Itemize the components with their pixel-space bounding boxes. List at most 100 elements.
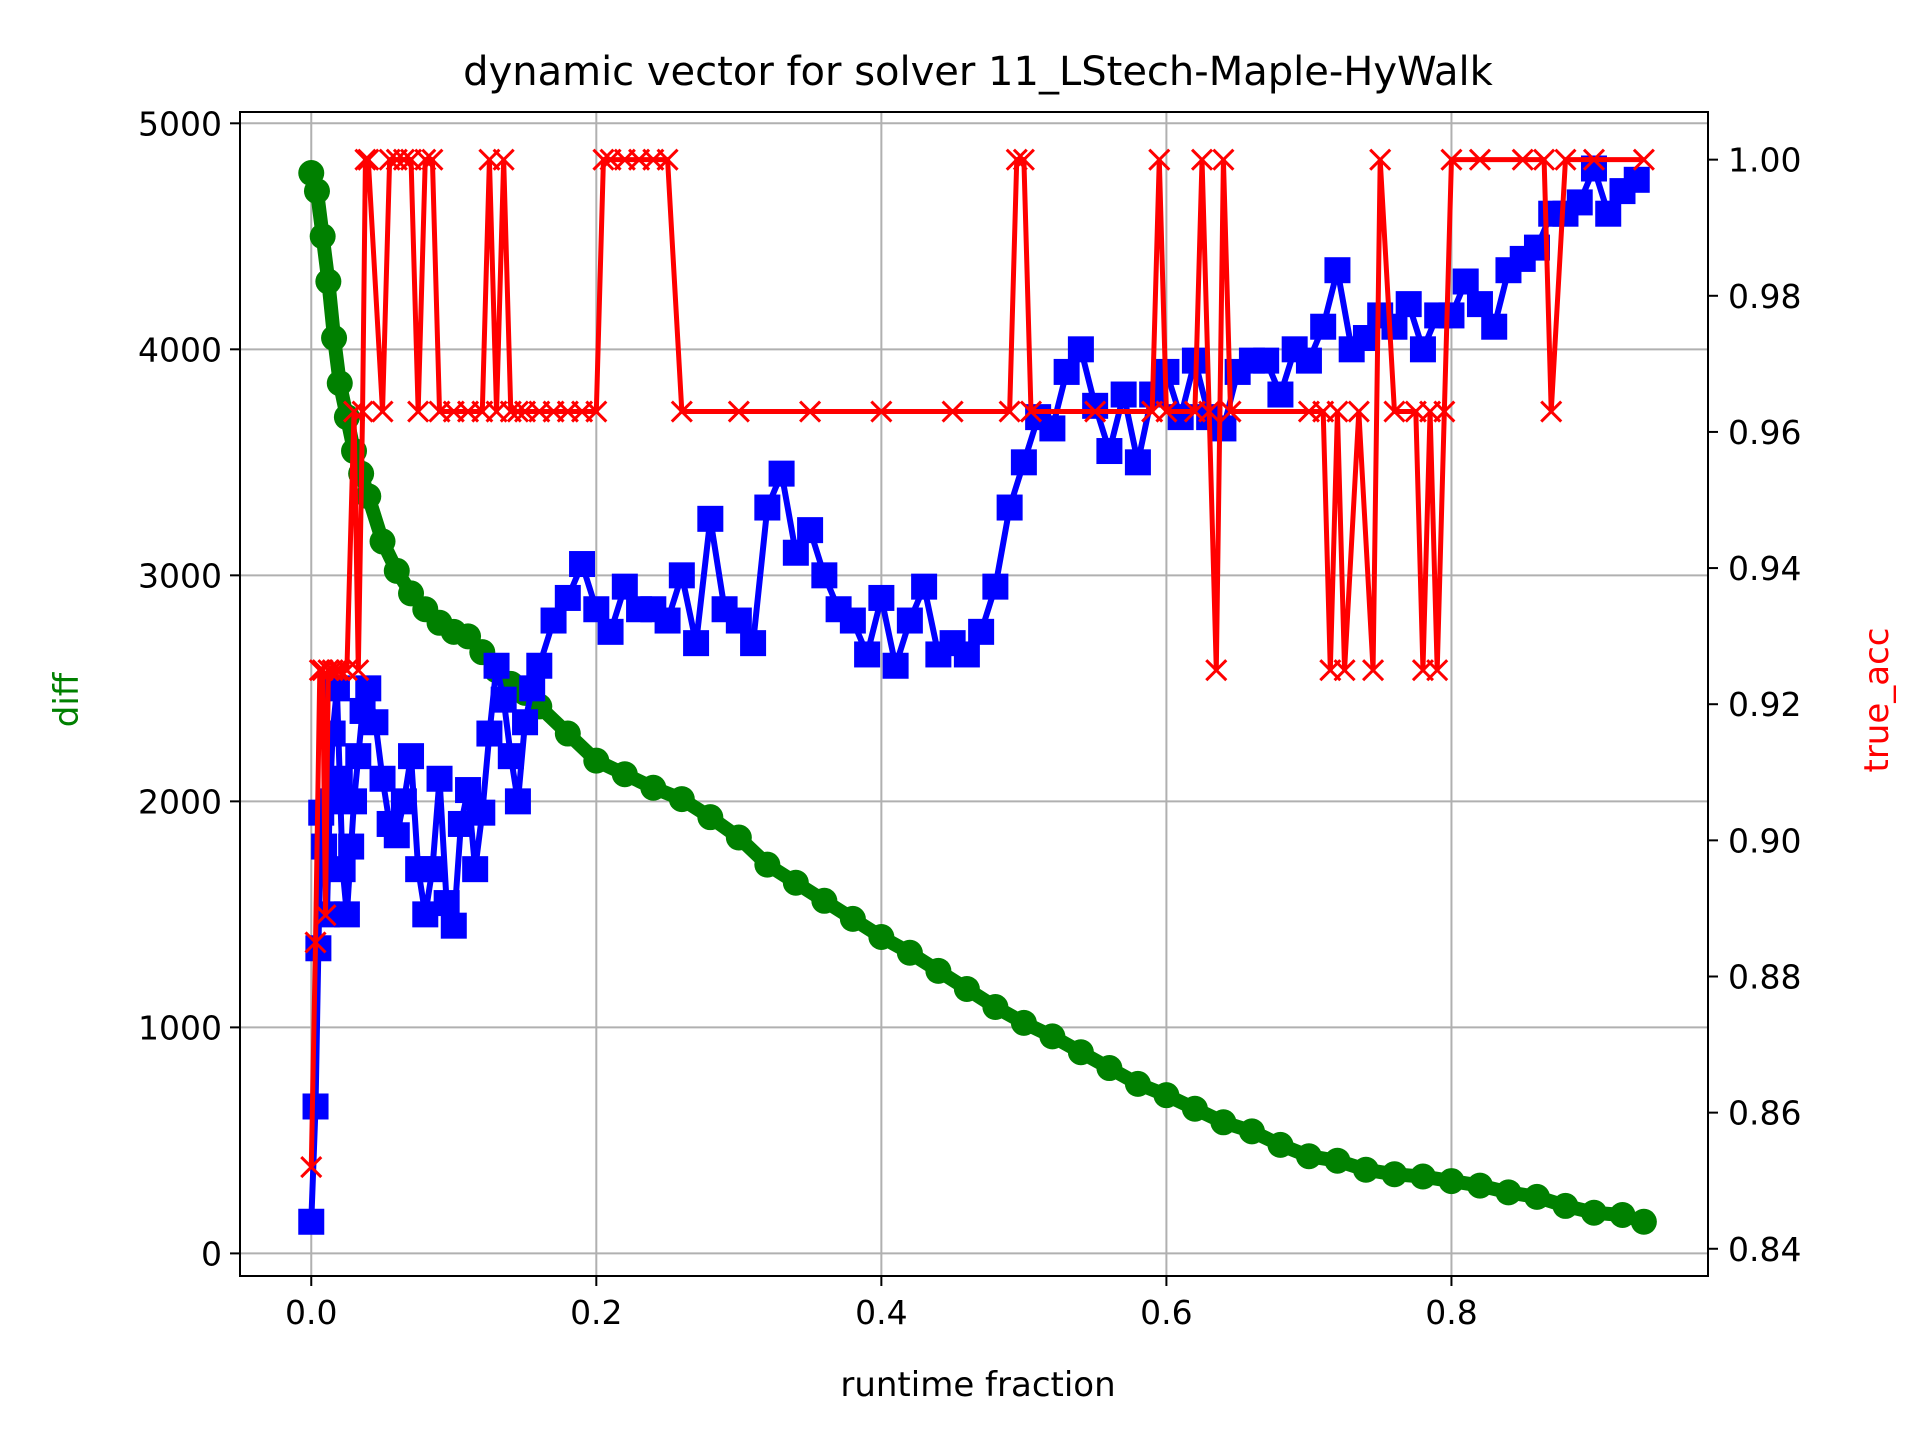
diff-point bbox=[1153, 1082, 1180, 1109]
diff-point bbox=[583, 747, 610, 774]
diff-point bbox=[554, 720, 581, 747]
true-acc-point bbox=[1347, 400, 1370, 423]
x-marker-stroke bbox=[407, 400, 430, 423]
x-marker-stroke bbox=[1212, 148, 1235, 171]
diff-point bbox=[782, 869, 809, 896]
blue-point bbox=[654, 607, 681, 634]
true-acc-point bbox=[342, 400, 366, 423]
true-acc-point bbox=[1012, 148, 1035, 171]
diff-point bbox=[953, 975, 980, 1002]
diff-point bbox=[725, 824, 752, 851]
blue-point bbox=[583, 596, 610, 623]
x-marker-stroke bbox=[351, 400, 374, 423]
diff-point bbox=[1324, 1147, 1351, 1174]
blue-point bbox=[1566, 189, 1593, 216]
blue-point bbox=[882, 652, 909, 679]
y-tick-label: 0 bbox=[201, 1234, 222, 1273]
x-marker-stroke bbox=[1540, 400, 1563, 423]
diff-point bbox=[1352, 1156, 1379, 1183]
diff-point bbox=[1630, 1208, 1657, 1235]
true-acc-point bbox=[1383, 400, 1406, 423]
grid-layer bbox=[240, 112, 1708, 1276]
true-acc-point bbox=[421, 148, 444, 171]
x-tick-label: 0.2 bbox=[570, 1293, 622, 1332]
true-acc-point bbox=[414, 148, 437, 171]
blue-point bbox=[383, 822, 410, 849]
blue-point bbox=[1595, 200, 1622, 227]
blue-point bbox=[554, 584, 581, 611]
true-acc-point bbox=[941, 400, 964, 423]
x-axis-title: runtime fraction bbox=[840, 1365, 1115, 1405]
blue-point bbox=[341, 788, 368, 815]
true-acc-point bbox=[1005, 148, 1028, 171]
blue-point bbox=[1039, 415, 1066, 442]
blue-point bbox=[329, 856, 356, 883]
blue-point bbox=[968, 618, 995, 645]
x-marker-stroke bbox=[1533, 148, 1556, 171]
true-acc-point bbox=[1155, 400, 1178, 423]
diff-point bbox=[1039, 1023, 1066, 1050]
blue-point bbox=[1082, 392, 1109, 419]
x-marker-stroke bbox=[506, 400, 529, 423]
diff-point bbox=[839, 905, 866, 932]
x-marker-stroke bbox=[347, 659, 370, 682]
y2-tick-label: 0.96 bbox=[1728, 413, 1801, 452]
x-marker-stroke bbox=[1383, 400, 1406, 423]
y-tick-label: 3000 bbox=[138, 556, 222, 595]
true-acc-point bbox=[325, 659, 348, 682]
blue-point bbox=[345, 743, 372, 770]
y2-tick-label: 0.84 bbox=[1728, 1230, 1801, 1269]
diff-point bbox=[315, 268, 342, 295]
blue-point bbox=[462, 856, 489, 883]
x-marker-stroke bbox=[1632, 148, 1655, 171]
true-acc-point bbox=[354, 148, 377, 171]
blue-point bbox=[1067, 336, 1094, 363]
diff-point bbox=[369, 528, 396, 555]
blue-point bbox=[1324, 257, 1351, 284]
x-marker-stroke bbox=[300, 1156, 323, 1179]
y-axis-title: diff bbox=[47, 671, 87, 727]
x-marker-stroke bbox=[1012, 148, 1035, 171]
blue-point bbox=[725, 607, 752, 634]
blue-point bbox=[519, 675, 546, 702]
true-acc-point bbox=[1219, 400, 1242, 423]
blue-point bbox=[854, 641, 881, 668]
x-marker-stroke bbox=[1155, 400, 1178, 423]
x-marker-stroke bbox=[941, 400, 964, 423]
true-acc-point bbox=[314, 904, 337, 927]
blue-point bbox=[953, 641, 980, 668]
blue-point bbox=[333, 901, 360, 928]
blue-point bbox=[526, 652, 553, 679]
blue-point bbox=[433, 890, 460, 917]
diff-point bbox=[1495, 1179, 1522, 1206]
true-acc-point bbox=[351, 400, 374, 423]
x-marker-stroke bbox=[328, 659, 351, 682]
x-tick-label: 0.0 bbox=[285, 1293, 337, 1332]
blue-point bbox=[1267, 381, 1294, 408]
x-marker-stroke bbox=[354, 148, 377, 171]
blue-point bbox=[326, 765, 353, 792]
x-marker-stroke bbox=[325, 659, 348, 682]
blue-point bbox=[469, 799, 496, 826]
blue-point bbox=[1124, 449, 1151, 476]
true-acc-point bbox=[328, 659, 351, 682]
blue-point bbox=[569, 551, 596, 578]
blue-point bbox=[504, 788, 531, 815]
diff-point bbox=[1295, 1143, 1322, 1170]
true-acc-point bbox=[1019, 400, 1043, 423]
x-marker-stroke bbox=[1582, 148, 1606, 171]
diff-point bbox=[811, 887, 838, 914]
x-marker-stroke bbox=[592, 148, 615, 171]
x-marker-stroke bbox=[1347, 400, 1370, 423]
diff-point bbox=[1552, 1192, 1579, 1219]
x-marker-stroke bbox=[1333, 659, 1356, 682]
x-marker-stroke bbox=[1205, 659, 1228, 682]
x-marker-stroke bbox=[1554, 148, 1577, 171]
plot-frame bbox=[239, 111, 1709, 1277]
y2-tick-label: 0.88 bbox=[1728, 957, 1801, 996]
diff-point bbox=[1010, 1009, 1037, 1036]
blue-point bbox=[298, 1208, 325, 1235]
true-acc-point bbox=[998, 400, 1021, 423]
true-acc-point bbox=[670, 400, 693, 423]
